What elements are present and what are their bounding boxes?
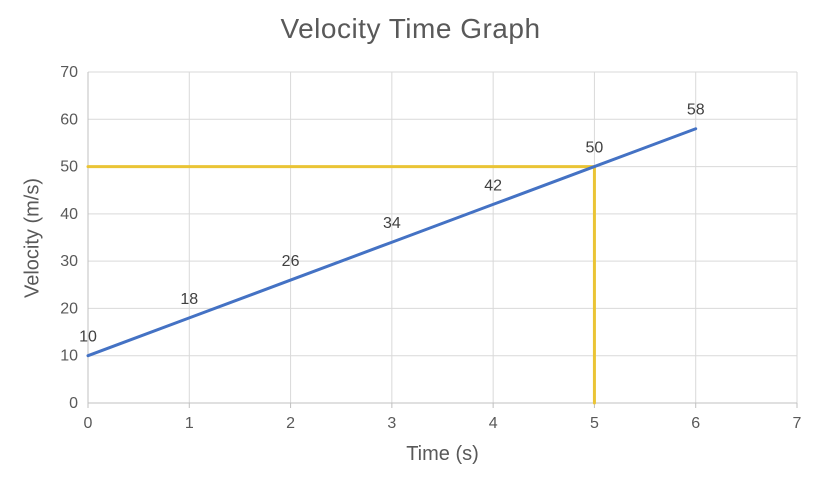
- x-tick-label: 3: [387, 415, 396, 432]
- y-tick-label: 60: [60, 111, 78, 128]
- data-label: 18: [180, 291, 198, 308]
- y-tick-label: 10: [60, 348, 78, 365]
- data-label: 26: [282, 253, 300, 270]
- x-tick-label: 7: [793, 415, 802, 432]
- y-tick-label: 50: [60, 159, 78, 176]
- x-tick-label: 0: [84, 415, 93, 432]
- data-label: 42: [484, 177, 502, 194]
- data-label: 34: [383, 215, 401, 232]
- x-tick-label: 5: [590, 415, 599, 432]
- data-label: 58: [687, 102, 705, 119]
- y-tick-label: 70: [60, 64, 78, 81]
- y-tick-label: 0: [69, 395, 78, 412]
- y-tick-label: 20: [60, 300, 78, 317]
- series-line-velocity: [86, 127, 698, 358]
- x-tick-label: 2: [286, 415, 295, 432]
- y-axis-title: Velocity (m/s): [21, 177, 44, 299]
- y-tick-label: 30: [60, 253, 78, 270]
- x-tick-label: 1: [185, 415, 194, 432]
- data-label: 50: [586, 140, 604, 157]
- x-axis-title: Time (s): [406, 443, 479, 465]
- x-tick-label: 4: [489, 415, 498, 432]
- data-label: 10: [79, 329, 97, 346]
- series-line-reference-guide: [86, 165, 596, 405]
- chart-title: Velocity Time Graph: [280, 13, 541, 44]
- y-tick-label: 40: [60, 206, 78, 223]
- x-tick-label: 6: [691, 415, 700, 432]
